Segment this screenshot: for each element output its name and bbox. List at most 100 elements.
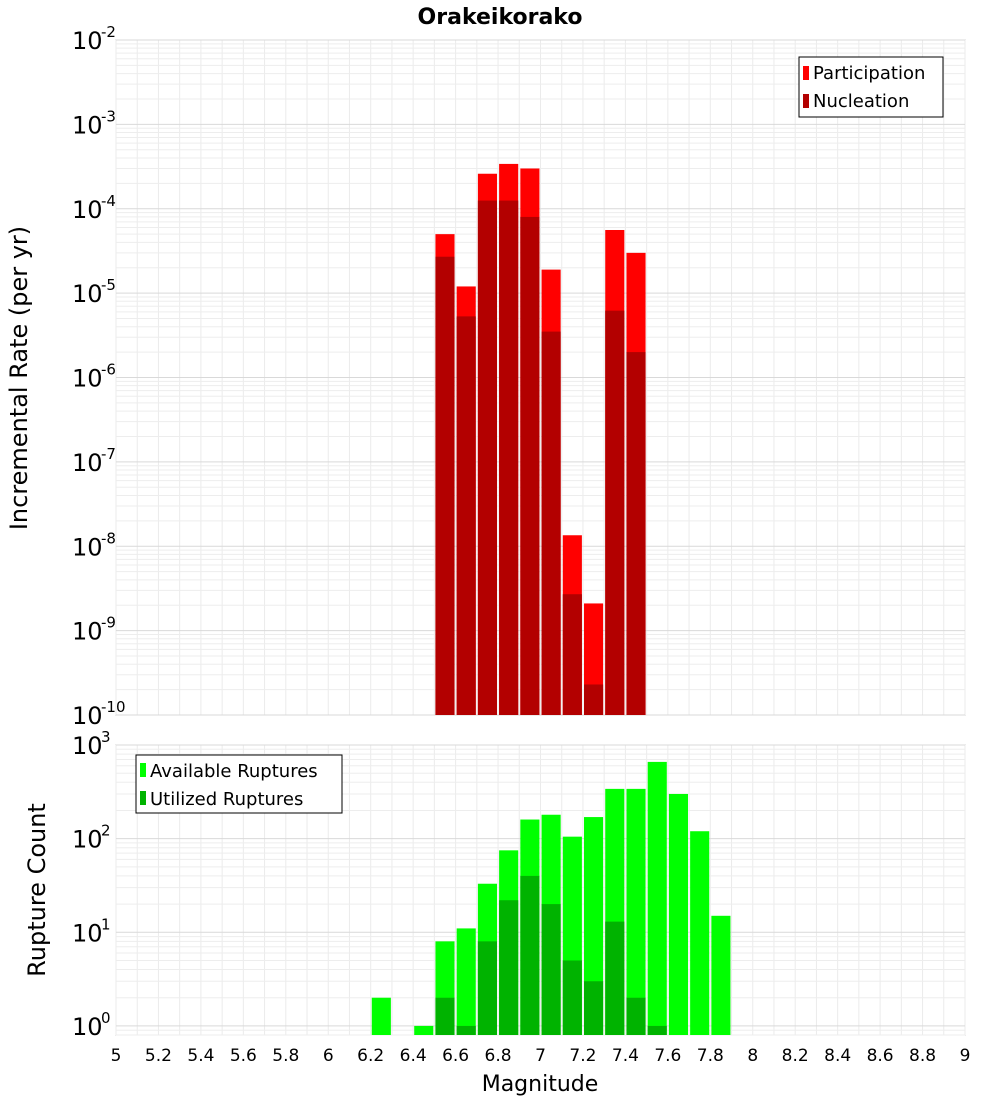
x-tick-label: 7.2: [569, 1046, 596, 1066]
rate-legend-box: [798, 56, 944, 118]
utilized-legend-swatch: [140, 791, 146, 805]
count-y-tick-label: 10: [72, 826, 103, 854]
rate-y-tick-label: 10: [72, 27, 103, 55]
nucleation-legend-swatch: [803, 94, 809, 108]
count-bar-a: [711, 915, 731, 1035]
rate-y-tick-exponent: -3: [101, 107, 116, 125]
count-bar-b: [477, 941, 497, 1035]
rate-y-tick-exponent: -8: [101, 529, 116, 547]
rate-y-tick-exponent: -5: [101, 276, 116, 294]
count-bar-b: [605, 921, 625, 1035]
rate-y-tick-label: 10: [72, 111, 103, 139]
rate-bar-b: [626, 352, 646, 715]
count-y-tick-label: 10: [72, 732, 103, 760]
x-tick-label: 6: [323, 1046, 334, 1066]
rate-y-axis-label: Incremental Rate (per yr): [5, 226, 33, 530]
x-tick-label: 8: [747, 1046, 758, 1066]
x-tick-label: 5.2: [145, 1046, 172, 1066]
rate-y-tick-label: 10: [72, 196, 103, 224]
x-tick-label: 8.4: [824, 1046, 851, 1066]
rate-bar-b: [584, 684, 604, 715]
rate-gridlines: [115, 39, 966, 716]
x-tick-label: 7.4: [612, 1046, 639, 1066]
count-y-tick-label: 10: [72, 919, 103, 947]
x-tick-label: 6.8: [485, 1046, 512, 1066]
rate-y-tick-label: 10: [72, 280, 103, 308]
x-tick-label: 7: [535, 1046, 546, 1066]
count-y-tick-exponent: 0: [101, 1009, 111, 1027]
count-gridlines: [115, 744, 966, 1036]
rate-bar-b: [520, 216, 540, 715]
rate-bar-b: [456, 316, 476, 715]
count-y-axis-label: Rupture Count: [23, 803, 51, 977]
x-tick-label: 7.6: [654, 1046, 681, 1066]
count-y-tick-exponent: 1: [101, 915, 111, 933]
count-bar-a: [668, 793, 689, 1035]
x-tick-label: 6.6: [442, 1046, 469, 1066]
count-bar-b: [520, 875, 540, 1035]
rate-y-tick-label: 10: [72, 533, 103, 561]
count-y-tick-exponent: 3: [101, 728, 111, 746]
rate-y-tick-exponent: -10: [101, 698, 126, 716]
x-tick-label: 5: [111, 1046, 122, 1066]
x-tick-label: 6.2: [357, 1046, 384, 1066]
rate-bar-b: [499, 200, 519, 715]
rate-bar-b: [477, 200, 497, 715]
count-bar-a: [414, 1025, 434, 1035]
rate-y-tick-exponent: -4: [101, 192, 116, 210]
count-bar-b: [456, 1025, 476, 1035]
nucleation-legend-label: Nucleation: [813, 91, 909, 112]
rate-y-tick-exponent: -9: [101, 614, 116, 632]
rate-bar-b: [435, 256, 455, 715]
rate-y-tick-exponent: -2: [101, 23, 116, 41]
x-tick-label: 9: [960, 1046, 971, 1066]
count-y-tick-label: 10: [72, 1013, 103, 1041]
count-bars: [371, 761, 731, 1035]
count-legend-box: [135, 754, 343, 814]
count-bar-a: [584, 817, 604, 1035]
x-tick-label: 5.8: [272, 1046, 299, 1066]
rate-bars: [435, 163, 646, 715]
rate-y-tick-label: 10: [72, 702, 103, 730]
utilized-legend-label: Utilized Ruptures: [150, 789, 303, 810]
x-tick-label: 7.8: [697, 1046, 724, 1066]
rate-y-tick-label: 10: [72, 365, 103, 393]
count-bar-b: [562, 960, 582, 1035]
count-bar-a: [626, 788, 646, 1035]
x-tick-label: 8.2: [782, 1046, 809, 1066]
available-legend-swatch: [140, 763, 146, 777]
count-bar-a: [456, 928, 476, 1035]
chart-title: Orakeikorako: [418, 5, 583, 30]
x-tick-label: 8.8: [909, 1046, 936, 1066]
rate-bar-b: [541, 331, 561, 715]
rate-bar-b: [562, 594, 582, 715]
participation-legend-swatch: [803, 66, 809, 80]
count-bar-b: [499, 900, 519, 1035]
count-bar-b: [541, 904, 561, 1035]
rate-y-tick-label: 10: [72, 449, 103, 477]
rate-bar-b: [605, 310, 625, 715]
rate-y-tick-exponent: -7: [101, 445, 116, 463]
x-tick-labels: 5 5.2 5.4 5.6 5.8 6 6.2 6.4 6.6 6.8 7 7.2 7.4 7.6 7.8 8…: [111, 1046, 971, 1066]
rate-legend: Participation Nucleation: [798, 56, 944, 118]
x-tick-label: 8.6: [867, 1046, 894, 1066]
x-tick-label: 5.4: [187, 1046, 214, 1066]
count-legend: Available Ruptures Utilized Ruptures: [135, 754, 343, 814]
count-y-tick-exponent: 2: [101, 822, 111, 840]
x-axis-label: Magnitude: [482, 1072, 599, 1097]
count-bar-a: [690, 831, 710, 1035]
count-bar-a: [647, 761, 667, 1035]
available-legend-label: Available Ruptures: [150, 761, 318, 782]
rate-y-tick-label: 10: [72, 618, 103, 646]
count-bar-a: [371, 997, 391, 1035]
participation-legend-label: Participation: [813, 63, 925, 84]
rate-y-tick-exponent: -6: [101, 361, 116, 379]
count-bar-b: [435, 997, 455, 1035]
x-tick-label: 6.4: [400, 1046, 427, 1066]
count-bar-b: [584, 981, 604, 1035]
